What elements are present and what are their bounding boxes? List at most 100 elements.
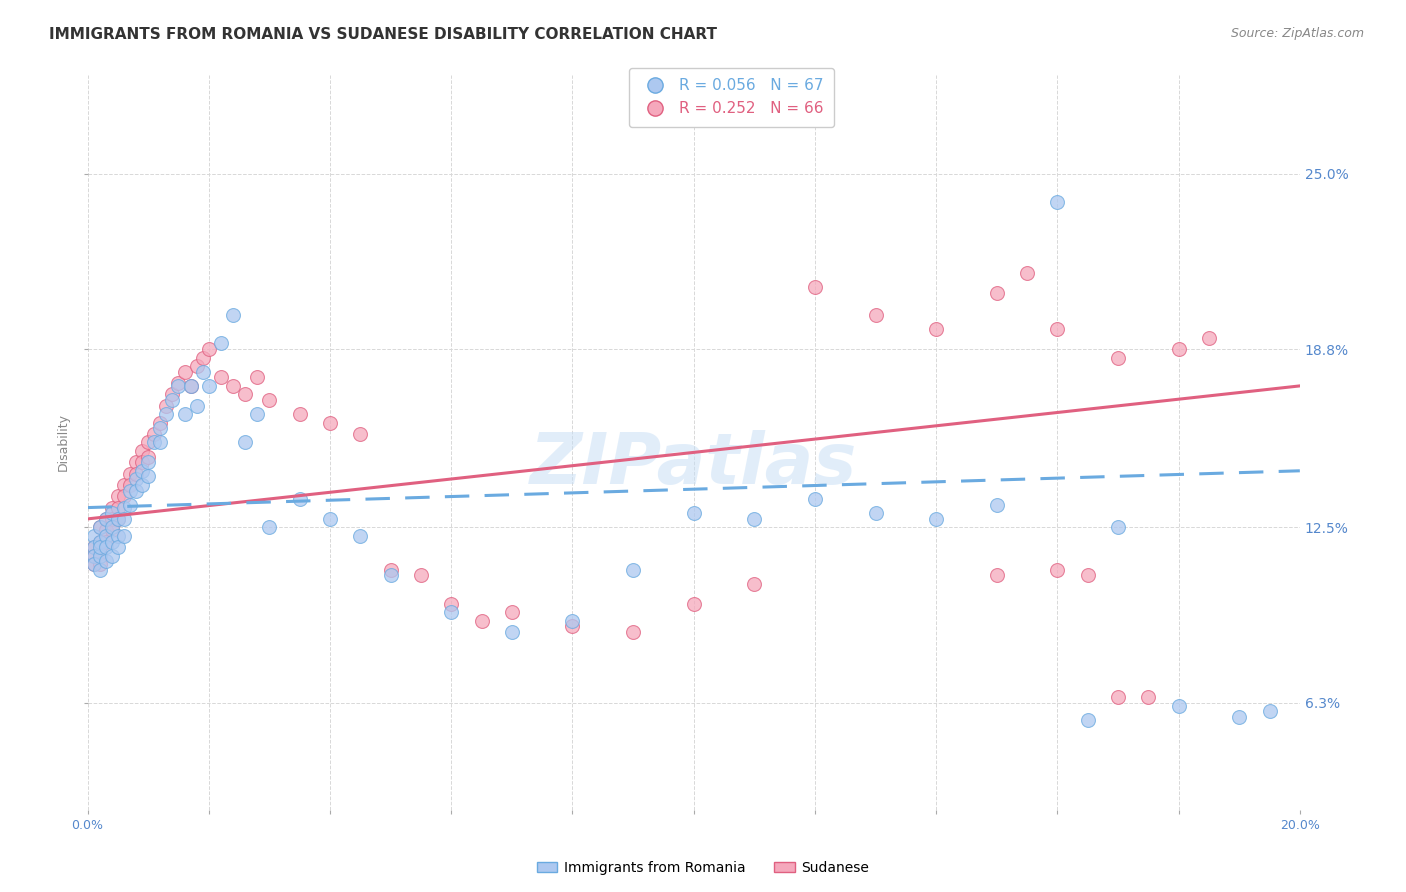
Point xyxy=(101,512,124,526)
Point xyxy=(501,605,523,619)
Point xyxy=(191,365,214,379)
Point xyxy=(925,512,948,526)
Point xyxy=(222,379,245,393)
Point xyxy=(94,534,117,549)
Point xyxy=(131,444,153,458)
Point xyxy=(94,540,117,554)
Point xyxy=(440,597,463,611)
Point xyxy=(1107,351,1129,365)
Point xyxy=(742,577,765,591)
Point xyxy=(89,534,111,549)
Point xyxy=(143,427,166,442)
Point xyxy=(131,464,153,478)
Point xyxy=(101,523,124,537)
Point xyxy=(125,472,148,486)
Point xyxy=(101,520,124,534)
Point xyxy=(1077,568,1099,582)
Point xyxy=(1046,322,1069,336)
Point xyxy=(209,370,232,384)
Point xyxy=(1046,563,1069,577)
Point xyxy=(112,529,135,543)
Point xyxy=(89,534,111,549)
Y-axis label: Disability: Disability xyxy=(58,414,70,472)
Point xyxy=(865,308,887,322)
Point xyxy=(1167,342,1189,356)
Point xyxy=(742,512,765,526)
Point xyxy=(1046,194,1069,209)
Point xyxy=(83,540,105,554)
Point xyxy=(83,540,105,554)
Point xyxy=(925,322,948,336)
Point xyxy=(186,359,208,373)
Point xyxy=(470,614,492,628)
Point xyxy=(621,563,644,577)
Legend: R = 0.056   N = 67, R = 0.252   N = 66: R = 0.056 N = 67, R = 0.252 N = 66 xyxy=(628,68,834,127)
Point xyxy=(246,407,269,421)
Point xyxy=(112,478,135,492)
Point xyxy=(259,392,281,407)
Point xyxy=(804,280,827,294)
Point xyxy=(112,512,135,526)
Point xyxy=(101,534,124,549)
Point xyxy=(131,478,153,492)
Point xyxy=(89,557,111,571)
Point xyxy=(101,500,124,515)
Point xyxy=(107,529,129,543)
Point xyxy=(89,549,111,563)
Point xyxy=(89,563,111,577)
Point xyxy=(162,387,184,401)
Point xyxy=(561,614,583,628)
Point xyxy=(1198,331,1220,345)
Point xyxy=(173,365,195,379)
Point xyxy=(561,619,583,633)
Point xyxy=(233,387,256,401)
Point xyxy=(209,336,232,351)
Point xyxy=(125,455,148,469)
Point xyxy=(682,597,704,611)
Point xyxy=(125,467,148,481)
Point xyxy=(107,540,129,554)
Point xyxy=(197,342,219,356)
Point xyxy=(986,498,1008,512)
Legend: Immigrants from Romania, Sudanese: Immigrants from Romania, Sudanese xyxy=(531,855,875,880)
Point xyxy=(107,512,129,526)
Point xyxy=(136,455,159,469)
Point xyxy=(89,540,111,554)
Point xyxy=(83,529,105,543)
Point xyxy=(83,557,105,571)
Point xyxy=(101,549,124,563)
Point xyxy=(94,529,117,543)
Point xyxy=(83,549,105,563)
Point xyxy=(107,500,129,515)
Point xyxy=(682,506,704,520)
Point xyxy=(89,520,111,534)
Point xyxy=(155,407,177,421)
Point xyxy=(112,500,135,515)
Point xyxy=(167,379,190,393)
Point xyxy=(167,376,190,390)
Point xyxy=(186,399,208,413)
Point xyxy=(89,546,111,560)
Point xyxy=(136,469,159,483)
Point xyxy=(94,512,117,526)
Point xyxy=(501,625,523,640)
Point xyxy=(349,529,371,543)
Point xyxy=(118,478,141,492)
Point xyxy=(149,421,172,435)
Point xyxy=(173,407,195,421)
Point xyxy=(440,605,463,619)
Point xyxy=(1015,266,1038,280)
Point xyxy=(180,379,202,393)
Point xyxy=(865,506,887,520)
Point xyxy=(143,435,166,450)
Point xyxy=(621,625,644,640)
Point xyxy=(986,568,1008,582)
Point xyxy=(94,512,117,526)
Point xyxy=(83,557,105,571)
Point xyxy=(409,568,432,582)
Point xyxy=(288,492,311,507)
Point xyxy=(149,416,172,430)
Point xyxy=(125,483,148,498)
Point xyxy=(107,512,129,526)
Point xyxy=(986,285,1008,300)
